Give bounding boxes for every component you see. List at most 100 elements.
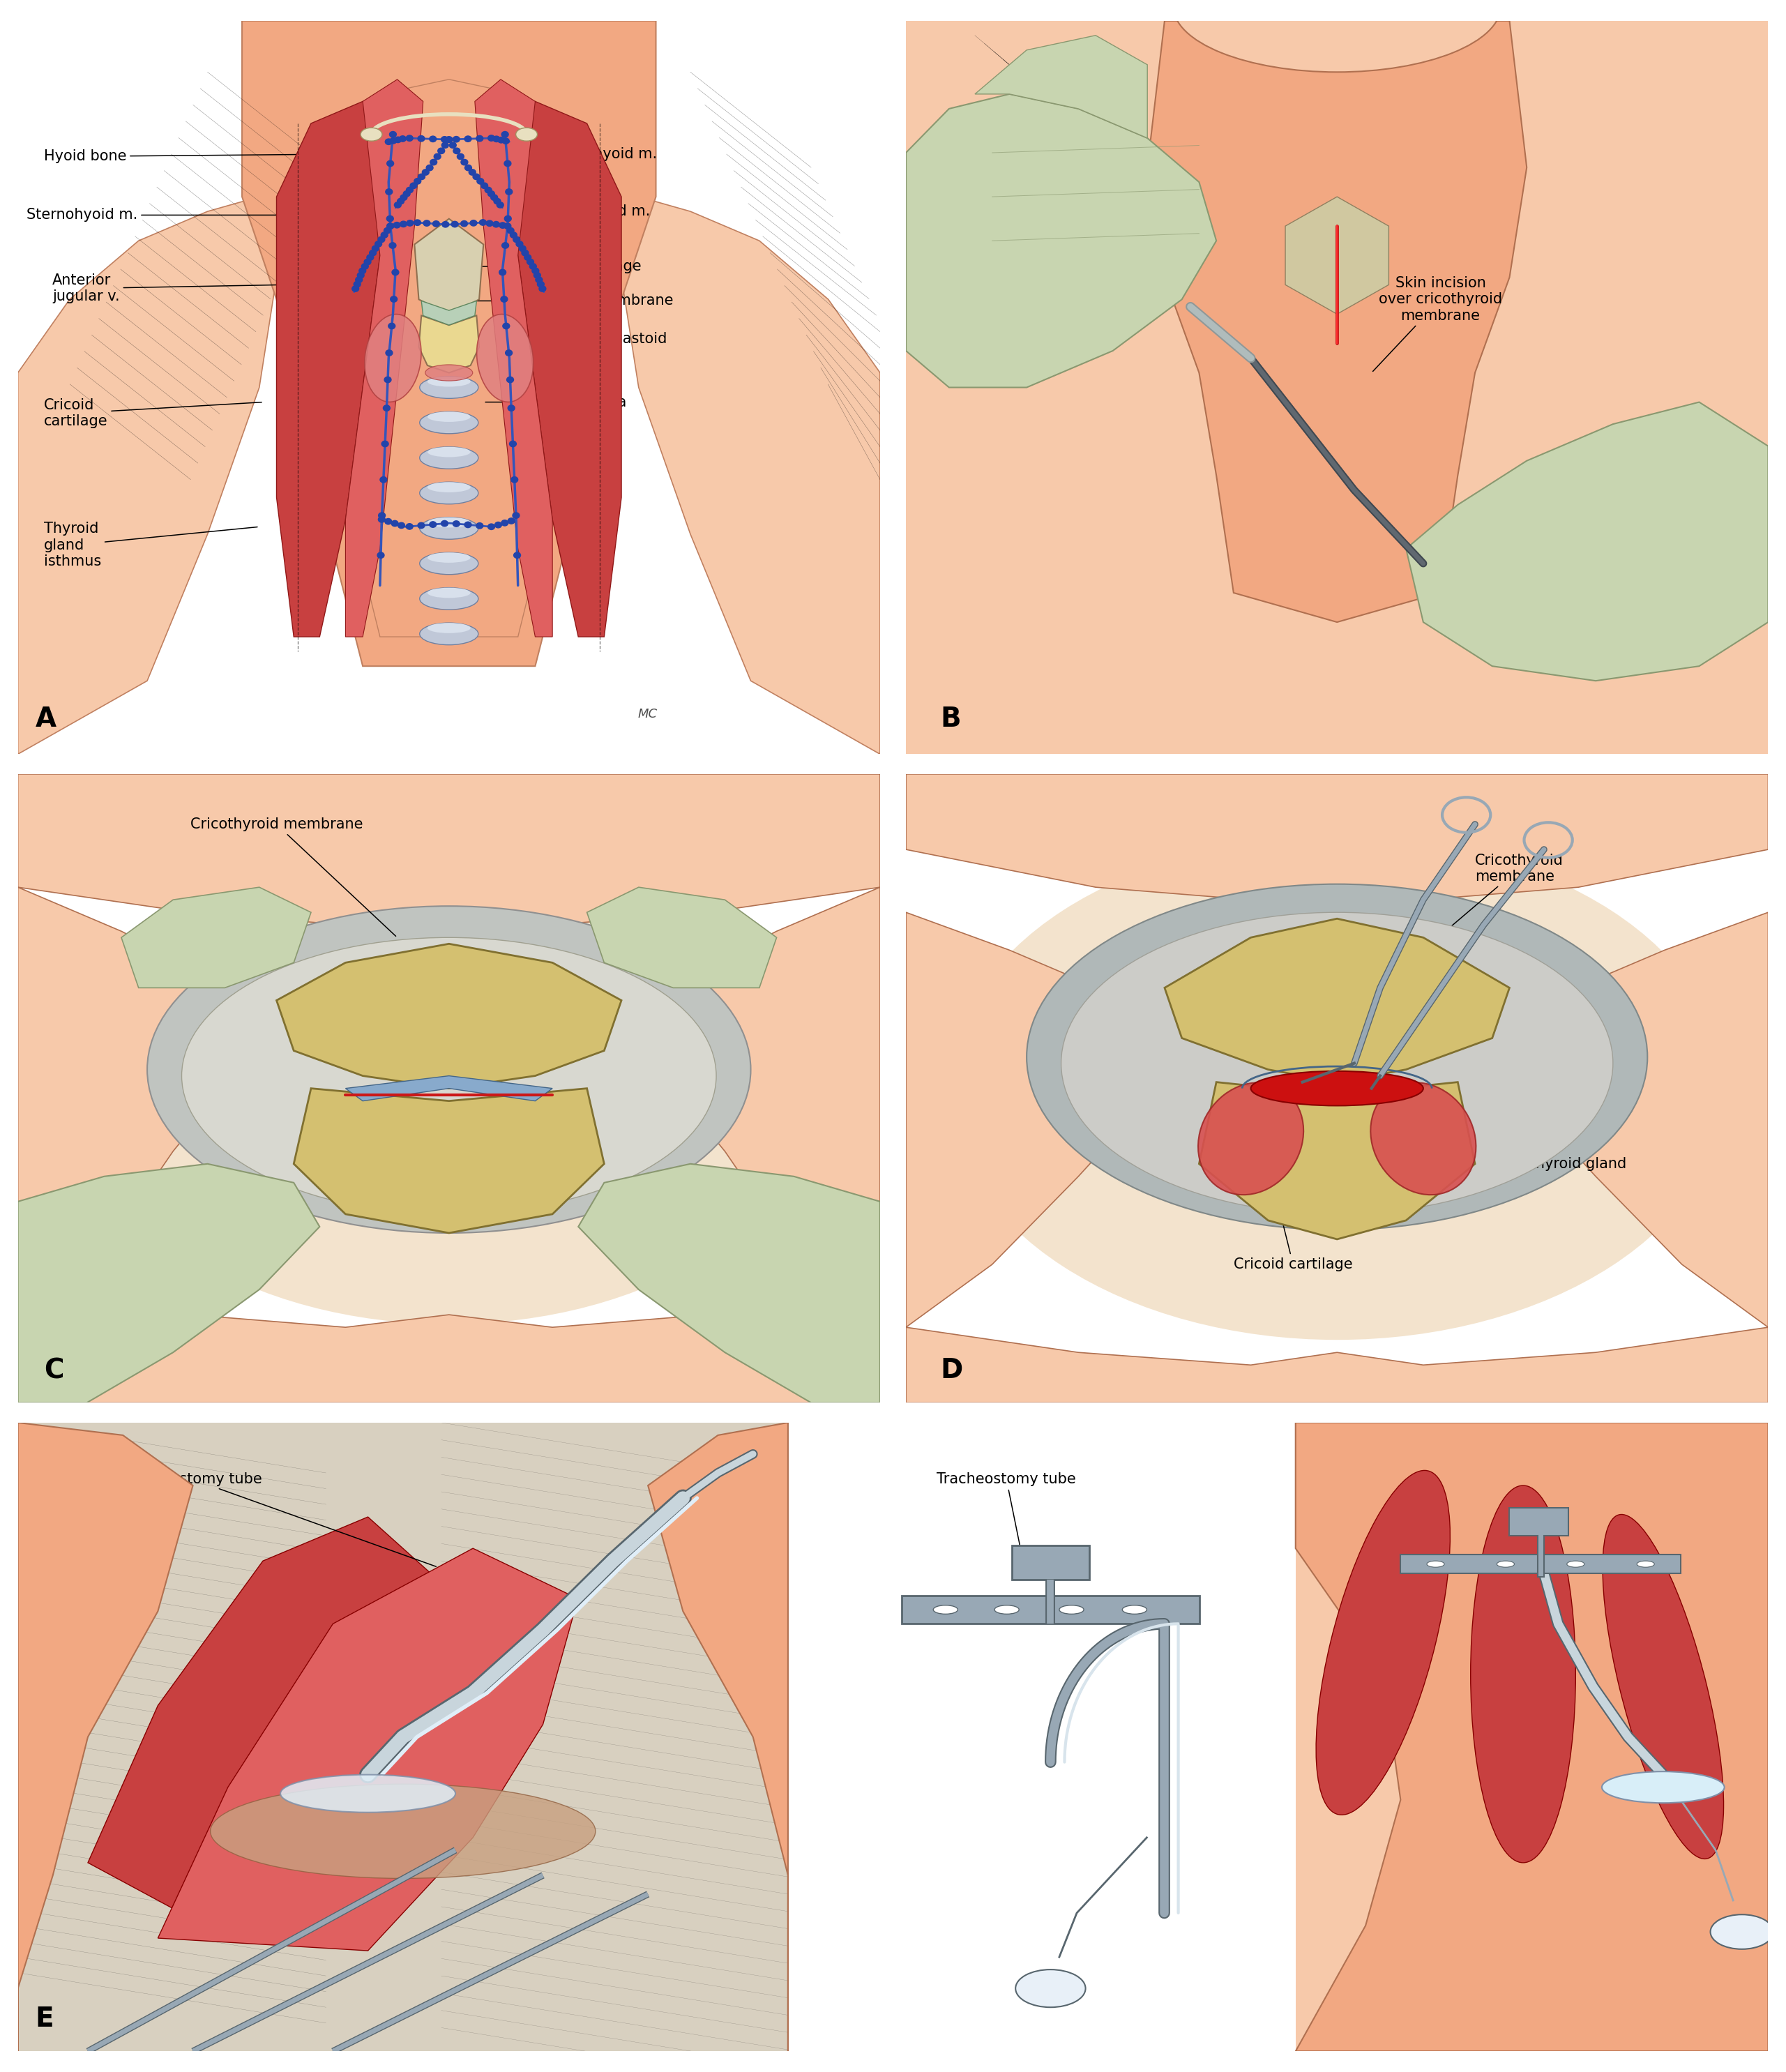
Circle shape [445, 137, 452, 143]
Circle shape [388, 323, 395, 329]
Ellipse shape [420, 483, 479, 503]
Text: C: C [43, 1357, 64, 1384]
Circle shape [1566, 1560, 1584, 1566]
Circle shape [522, 251, 529, 255]
Circle shape [423, 220, 430, 226]
Circle shape [479, 220, 486, 226]
Circle shape [934, 1606, 957, 1614]
Ellipse shape [82, 854, 816, 1324]
Circle shape [520, 244, 525, 251]
Text: Omohyoid m.: Omohyoid m. [486, 205, 650, 218]
Circle shape [380, 232, 388, 238]
Bar [1013, 1546, 1089, 1579]
Ellipse shape [146, 905, 750, 1233]
Circle shape [414, 220, 421, 226]
Circle shape [473, 174, 480, 180]
Circle shape [389, 131, 396, 137]
Circle shape [441, 520, 448, 526]
Circle shape [388, 224, 393, 230]
Circle shape [441, 143, 448, 147]
Circle shape [375, 240, 382, 247]
Circle shape [461, 160, 468, 166]
Ellipse shape [182, 937, 716, 1214]
Text: Cricoid cartilage: Cricoid cartilage [1234, 1167, 1352, 1272]
Polygon shape [622, 197, 880, 754]
Circle shape [497, 201, 504, 207]
Ellipse shape [420, 448, 479, 468]
Circle shape [538, 282, 545, 288]
Polygon shape [421, 300, 477, 325]
Circle shape [389, 242, 396, 249]
Circle shape [388, 224, 393, 230]
Ellipse shape [420, 553, 479, 574]
Text: Cricothyroid
membrane: Cricothyroid membrane [1425, 854, 1563, 949]
Polygon shape [906, 93, 1216, 387]
Circle shape [514, 553, 520, 557]
Circle shape [525, 255, 530, 261]
Polygon shape [18, 1164, 320, 1403]
Circle shape [477, 178, 484, 184]
Polygon shape [509, 102, 622, 636]
Circle shape [357, 271, 364, 278]
Circle shape [505, 350, 513, 356]
Ellipse shape [420, 518, 479, 539]
Text: Anterior
jugular v.: Anterior jugular v. [52, 274, 284, 303]
Circle shape [516, 240, 523, 247]
Polygon shape [243, 21, 655, 665]
Polygon shape [906, 775, 1768, 899]
Circle shape [500, 222, 505, 228]
Ellipse shape [425, 365, 473, 381]
Circle shape [430, 160, 438, 166]
Circle shape [495, 522, 502, 528]
Circle shape [389, 139, 396, 143]
Polygon shape [1164, 918, 1509, 1082]
Text: Cricothyroid membrane: Cricothyroid membrane [191, 816, 396, 937]
Polygon shape [1493, 912, 1768, 1403]
Polygon shape [1147, 21, 1527, 622]
Circle shape [504, 160, 511, 166]
Circle shape [388, 160, 393, 166]
Circle shape [464, 137, 472, 141]
Circle shape [429, 522, 436, 528]
Polygon shape [975, 35, 1147, 139]
Circle shape [477, 135, 482, 141]
Circle shape [461, 222, 468, 226]
Circle shape [354, 282, 361, 288]
Circle shape [486, 220, 493, 226]
Circle shape [454, 147, 461, 153]
Polygon shape [588, 887, 777, 988]
Circle shape [454, 520, 459, 526]
Circle shape [464, 166, 472, 170]
Circle shape [539, 286, 547, 292]
Polygon shape [579, 1164, 880, 1403]
Circle shape [484, 186, 491, 193]
Circle shape [384, 406, 389, 410]
Circle shape [488, 524, 495, 530]
Circle shape [386, 350, 393, 356]
Polygon shape [277, 102, 389, 636]
Ellipse shape [427, 553, 470, 564]
Circle shape [502, 520, 509, 526]
Text: Sternohyoid m.: Sternohyoid m. [27, 207, 305, 222]
Circle shape [393, 222, 400, 228]
Text: Sternocleidomastoid
muscle: Sternocleidomastoid muscle [498, 332, 668, 363]
Circle shape [498, 269, 505, 276]
Circle shape [418, 135, 425, 141]
Ellipse shape [477, 315, 534, 402]
Polygon shape [293, 79, 604, 636]
Polygon shape [418, 315, 479, 373]
Circle shape [400, 195, 407, 201]
Text: Trachea: Trachea [486, 396, 627, 408]
Polygon shape [18, 197, 277, 754]
Circle shape [454, 137, 459, 143]
Circle shape [384, 228, 391, 234]
Ellipse shape [280, 1776, 455, 1813]
Polygon shape [18, 775, 880, 924]
Bar [1509, 1508, 1568, 1535]
Circle shape [405, 135, 413, 141]
Circle shape [361, 263, 368, 269]
Circle shape [377, 553, 384, 557]
Circle shape [400, 137, 405, 141]
Circle shape [386, 215, 393, 222]
Ellipse shape [516, 128, 538, 141]
